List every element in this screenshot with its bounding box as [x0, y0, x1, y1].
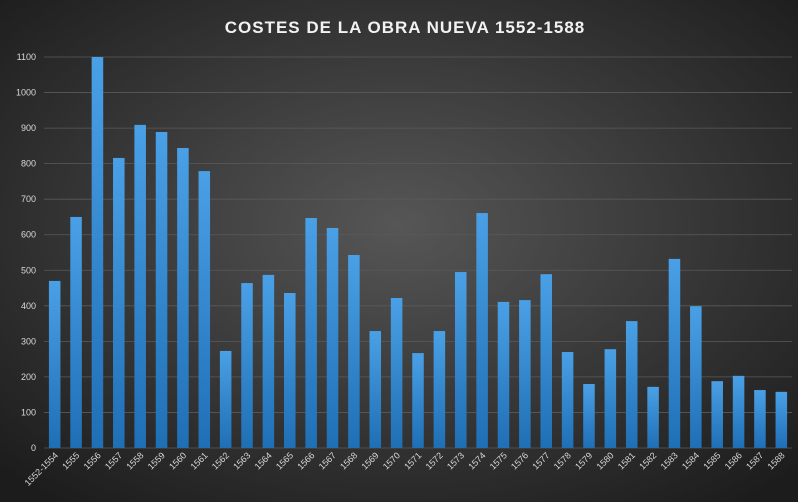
bar — [583, 384, 595, 448]
bar — [177, 147, 189, 448]
y-tick-label: 500 — [21, 265, 36, 275]
bar — [690, 306, 702, 448]
bar — [70, 216, 82, 448]
bar — [48, 280, 61, 448]
bar — [219, 350, 232, 448]
y-tick-label: 800 — [21, 159, 36, 169]
y-tick-label: 1000 — [16, 88, 36, 98]
bar — [625, 321, 638, 448]
y-tick-label: 400 — [21, 301, 36, 311]
bar — [241, 283, 253, 448]
bar — [604, 349, 617, 448]
bar — [326, 227, 339, 448]
bar — [390, 297, 403, 448]
bar — [433, 331, 446, 448]
y-tick-label: 1100 — [17, 52, 36, 62]
y-tick-label: 0 — [31, 443, 36, 453]
bar — [155, 132, 168, 448]
bar — [668, 258, 681, 448]
bar — [754, 390, 766, 448]
bar — [134, 124, 146, 448]
bar — [561, 352, 574, 448]
bar — [198, 171, 211, 449]
bar — [476, 213, 488, 448]
y-tick-label: 900 — [21, 123, 36, 133]
y-tick-label: 100 — [21, 407, 36, 417]
bar — [412, 353, 424, 448]
bar — [540, 274, 552, 448]
bar — [732, 375, 745, 448]
bar — [305, 218, 317, 448]
bar — [454, 272, 467, 448]
y-tick-label: 700 — [21, 194, 36, 204]
bar — [519, 300, 531, 448]
y-tick-label: 200 — [21, 372, 36, 382]
bar — [647, 386, 659, 448]
bar — [284, 293, 296, 448]
bar — [348, 254, 360, 448]
bar — [262, 274, 275, 448]
bar — [497, 301, 510, 448]
chart-title: COSTES DE LA OBRA NUEVA 1552-1588 — [225, 18, 586, 37]
y-tick-label: 300 — [21, 336, 36, 346]
bar — [91, 57, 104, 448]
bar — [711, 381, 723, 448]
bar — [775, 391, 788, 448]
bar — [369, 331, 382, 448]
y-tick-label: 600 — [21, 230, 36, 240]
bar — [113, 157, 125, 448]
